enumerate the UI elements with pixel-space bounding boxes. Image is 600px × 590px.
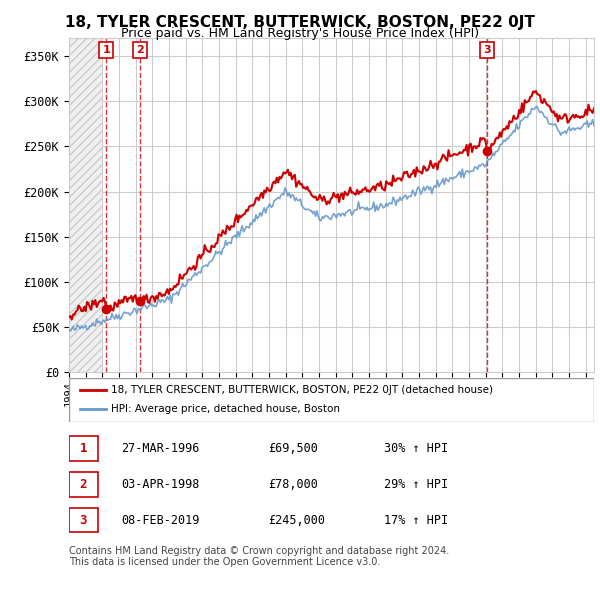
Text: Contains HM Land Registry data © Crown copyright and database right 2024.
This d: Contains HM Land Registry data © Crown c… bbox=[69, 546, 449, 568]
Text: £78,000: £78,000 bbox=[269, 478, 319, 491]
Text: 3: 3 bbox=[484, 45, 491, 55]
Bar bbox=[69, 38, 103, 372]
FancyBboxPatch shape bbox=[69, 508, 98, 532]
FancyBboxPatch shape bbox=[69, 472, 98, 497]
Text: 17% ↑ HPI: 17% ↑ HPI bbox=[384, 513, 448, 527]
Text: 1: 1 bbox=[102, 45, 110, 55]
FancyBboxPatch shape bbox=[69, 436, 98, 461]
Text: HPI: Average price, detached house, Boston: HPI: Average price, detached house, Bost… bbox=[111, 405, 340, 414]
FancyBboxPatch shape bbox=[69, 378, 594, 422]
Text: 18, TYLER CRESCENT, BUTTERWICK, BOSTON, PE22 0JT (detached house): 18, TYLER CRESCENT, BUTTERWICK, BOSTON, … bbox=[111, 385, 493, 395]
Text: 29% ↑ HPI: 29% ↑ HPI bbox=[384, 478, 448, 491]
Text: £69,500: £69,500 bbox=[269, 442, 319, 455]
Text: Price paid vs. HM Land Registry's House Price Index (HPI): Price paid vs. HM Land Registry's House … bbox=[121, 27, 479, 40]
Text: 3: 3 bbox=[79, 513, 87, 527]
Text: 27-MAR-1996: 27-MAR-1996 bbox=[121, 442, 200, 455]
Text: 03-APR-1998: 03-APR-1998 bbox=[121, 478, 200, 491]
Text: 2: 2 bbox=[136, 45, 144, 55]
Text: 30% ↑ HPI: 30% ↑ HPI bbox=[384, 442, 448, 455]
Text: £245,000: £245,000 bbox=[269, 513, 325, 527]
Text: 1: 1 bbox=[79, 442, 87, 455]
Bar bbox=[69, 38, 103, 372]
Text: 18, TYLER CRESCENT, BUTTERWICK, BOSTON, PE22 0JT: 18, TYLER CRESCENT, BUTTERWICK, BOSTON, … bbox=[65, 15, 535, 30]
Text: 2: 2 bbox=[79, 478, 87, 491]
Text: 08-FEB-2019: 08-FEB-2019 bbox=[121, 513, 200, 527]
